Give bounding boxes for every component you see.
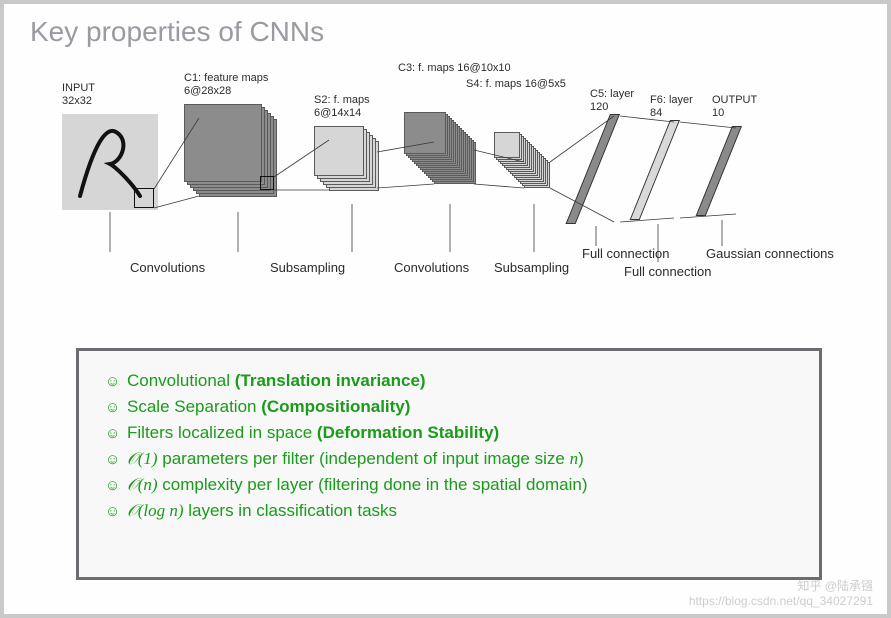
connection-lines: [34, 64, 854, 324]
smile-icon: ☺: [105, 503, 127, 520]
smile-icon: ☺: [105, 451, 127, 468]
lenet-diagram: INPUT 32x32 C1: feature maps 6@28x28 S2:…: [34, 64, 854, 324]
bullet-row: ☺Convolutional (Translation invariance): [105, 371, 793, 391]
ann-gauss: Gaussian connections: [706, 246, 834, 261]
slide-title: Key properties of CNNs: [30, 16, 324, 48]
bullet-text: Convolutional (Translation invariance): [127, 371, 793, 391]
ann-fc2: Full connection: [624, 264, 711, 279]
ann-fc1: Full connection: [582, 246, 669, 261]
bullet-row: ☺𝒪(log n) layers in classification tasks: [105, 501, 793, 521]
bullet-row: ☺𝒪(n) complexity per layer (filtering do…: [105, 475, 793, 495]
bullet-row: ☺Scale Separation (Compositionality): [105, 397, 793, 417]
slide: Key properties of CNNs INPUT 32x32 C1: f…: [0, 0, 891, 618]
bullet-text: Scale Separation (Compositionality): [127, 397, 793, 417]
smile-icon: ☺: [105, 477, 127, 494]
ann-sub1: Subsampling: [270, 260, 345, 275]
ann-conv2: Convolutions: [394, 260, 469, 275]
watermark-line2: https://blog.csdn.net/qq_34027291: [689, 594, 873, 608]
ann-sub2: Subsampling: [494, 260, 569, 275]
smile-icon: ☺: [105, 425, 127, 442]
bullet-row: ☺Filters localized in space (Deformation…: [105, 423, 793, 443]
bullet-text: 𝒪(n) complexity per layer (filtering don…: [127, 475, 793, 495]
watermark: 知乎 @陆承镪 https://blog.csdn.net/qq_3402729…: [689, 579, 873, 608]
properties-box: ☺Convolutional (Translation invariance)☺…: [76, 348, 822, 580]
bullet-text: 𝒪(log n) layers in classification tasks: [127, 501, 793, 521]
ann-conv1: Convolutions: [130, 260, 205, 275]
bullet-row: ☺𝒪(1) parameters per filter (independent…: [105, 449, 793, 469]
smile-icon: ☺: [105, 373, 127, 390]
bullet-text: Filters localized in space (Deformation …: [127, 423, 793, 443]
watermark-line1: 知乎 @陆承镪: [689, 579, 873, 593]
bullet-text: 𝒪(1) parameters per filter (independent …: [127, 449, 793, 469]
smile-icon: ☺: [105, 399, 127, 416]
